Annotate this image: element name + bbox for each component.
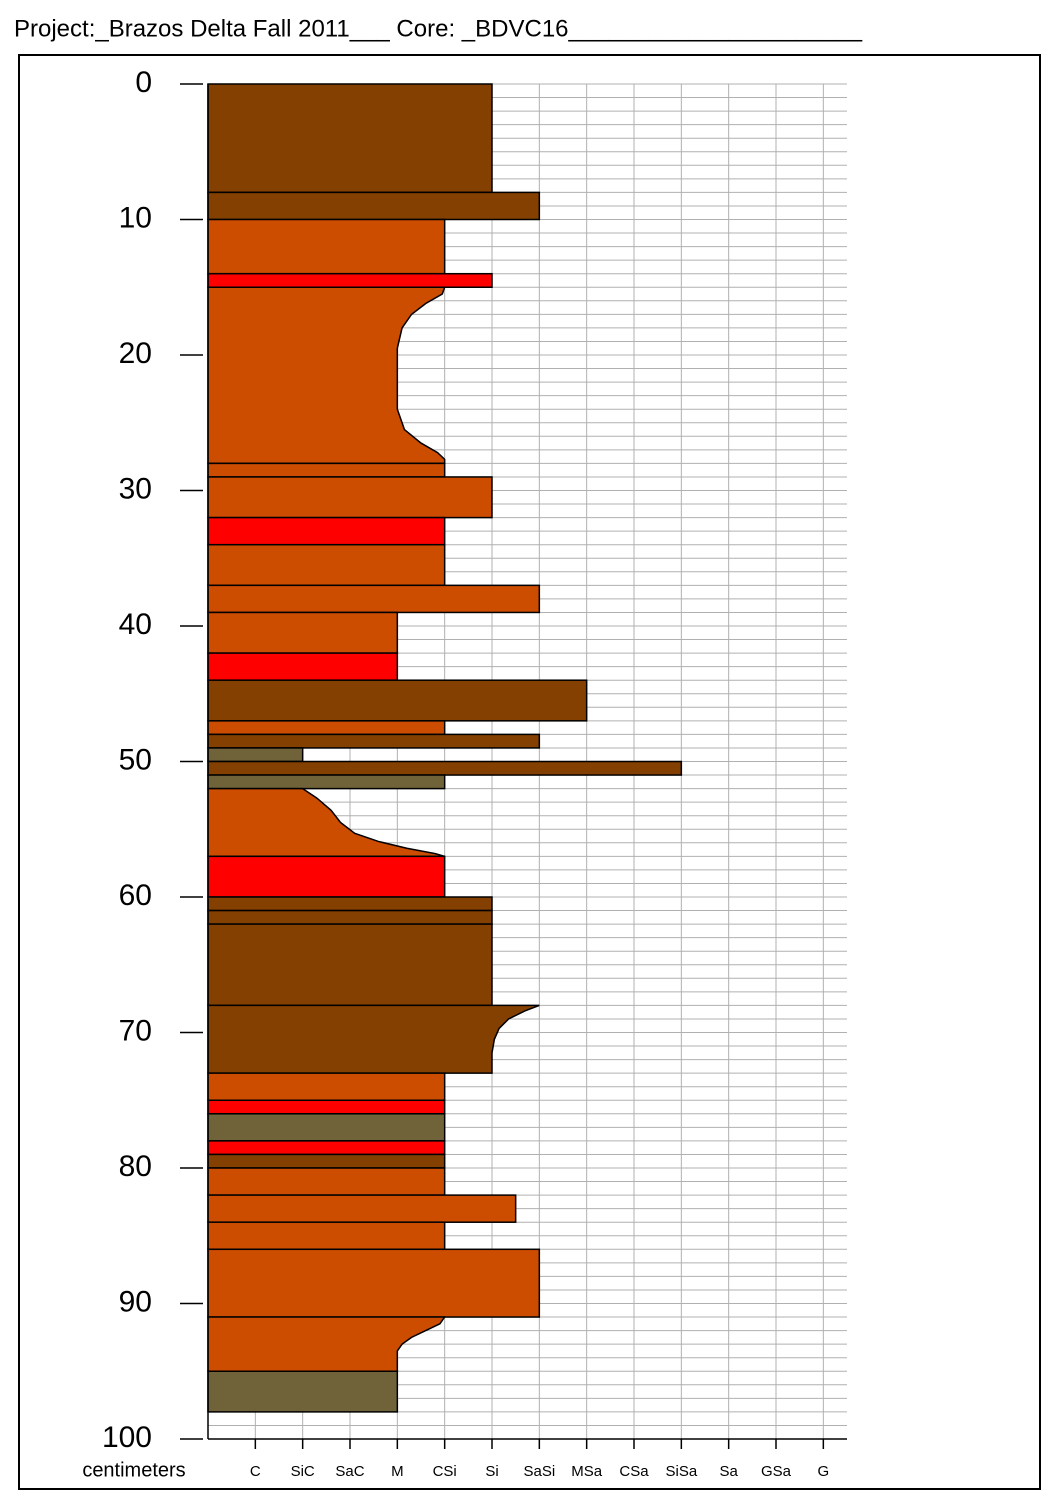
layer [207, 543, 446, 587]
layer [207, 679, 588, 722]
layer [207, 923, 493, 1007]
x-tick-label: Sa [719, 1463, 738, 1480]
layer [207, 218, 446, 275]
y-tick-label: 50 [119, 743, 152, 776]
layer [207, 191, 541, 221]
layer [207, 516, 446, 546]
layer [207, 747, 304, 763]
frame [18, 54, 1041, 1490]
y-tick-label: 70 [119, 1014, 152, 1047]
layer [207, 1140, 446, 1156]
layer [207, 1072, 446, 1102]
layer [207, 896, 493, 912]
y-tick-label: 60 [119, 879, 152, 912]
y-tick-label: 40 [119, 608, 152, 641]
y-tick-label: 30 [119, 472, 152, 505]
y-tick-label: 0 [135, 66, 152, 99]
x-tick-label: G [817, 1463, 829, 1480]
layer [207, 760, 683, 776]
x-tick-label: C [250, 1463, 261, 1480]
layer [207, 733, 541, 749]
y-tick-label: 20 [119, 337, 152, 370]
x-tick-label: GSa [761, 1463, 792, 1480]
x-tick-label: SaC [335, 1463, 364, 1480]
layer [207, 787, 445, 858]
x-tick-label: SiSa [665, 1463, 697, 1480]
chart-title: Project:_Brazos Delta Fall 2011___ Core:… [14, 15, 863, 42]
layer [207, 774, 446, 790]
x-tick-label: SiC [291, 1463, 315, 1480]
y-tick-label: 80 [119, 1150, 152, 1183]
layer [207, 83, 493, 194]
axis-label: centimeters [82, 1459, 185, 1481]
layer [207, 1194, 517, 1223]
layer [207, 476, 493, 519]
layer [207, 720, 446, 736]
layer [207, 1370, 399, 1413]
y-tick-label: 90 [119, 1285, 152, 1318]
layer [207, 611, 399, 654]
layer [207, 855, 446, 898]
x-tick-label: MSa [571, 1463, 603, 1480]
layer [207, 584, 541, 614]
layer [207, 1167, 446, 1196]
x-tick-label: CSa [619, 1463, 649, 1480]
layer [207, 1099, 446, 1115]
layer [207, 272, 493, 289]
x-tick-label: CSi [433, 1463, 457, 1480]
layer [207, 1004, 540, 1074]
y-tick-label: 100 [102, 1421, 152, 1454]
x-tick-label: SaSi [523, 1463, 555, 1480]
x-tick-label: Si [485, 1463, 498, 1480]
layer [207, 1248, 541, 1318]
layer [207, 462, 446, 478]
layer [207, 1153, 446, 1169]
layer [207, 286, 446, 465]
y-tick-label: 10 [119, 201, 152, 234]
layer [207, 1113, 446, 1142]
layer [207, 909, 493, 925]
x-tick-label: M [391, 1463, 404, 1480]
layer [207, 1221, 446, 1251]
layer [207, 652, 399, 681]
